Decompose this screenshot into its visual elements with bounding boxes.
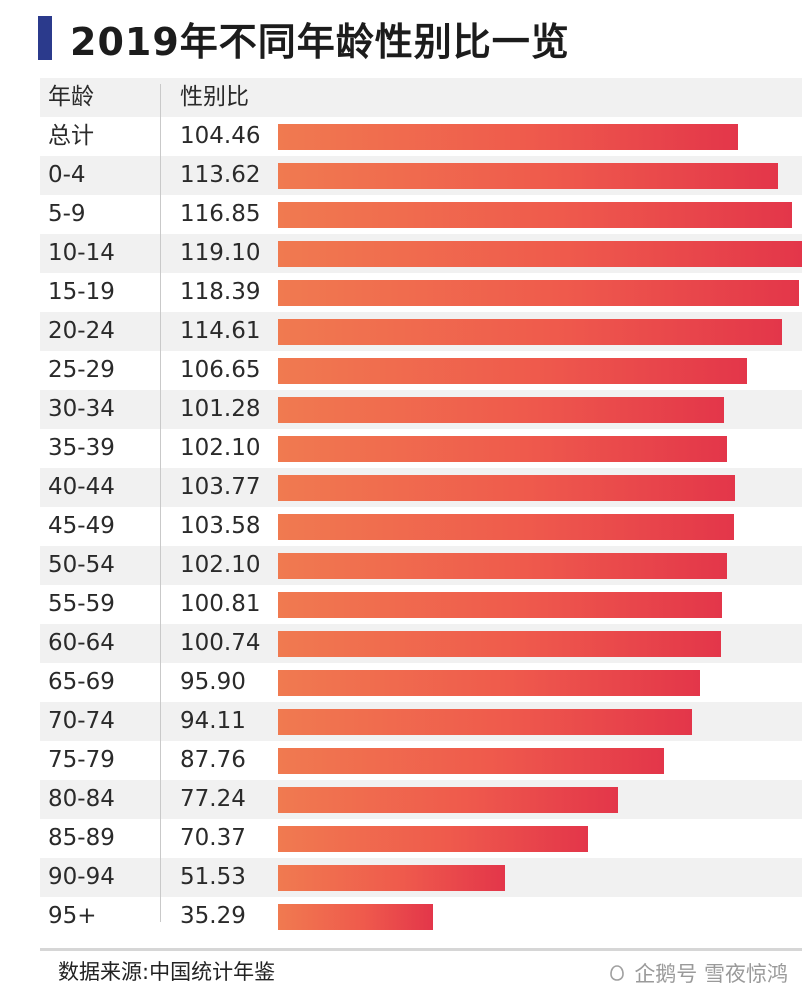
value-label: 104.46 [180,123,261,149]
age-label: 60-64 [48,630,115,656]
table-row: 40-44 103.77 [40,468,802,507]
bar [278,631,721,657]
age-label: 35-39 [48,435,115,461]
footer-divider [40,948,802,951]
age-label: 55-59 [48,591,115,617]
table-row: 35-39 102.10 [40,429,802,468]
age-label: 5-9 [48,201,86,227]
bar [278,592,722,618]
bar [278,241,802,267]
table-row: 15-19 118.39 [40,273,802,312]
value-label: 119.10 [180,240,261,266]
value-label: 70.37 [180,825,246,851]
value-label: 102.10 [180,435,261,461]
bar [278,709,692,735]
bar [278,280,799,306]
table-row: 30-34 101.28 [40,390,802,429]
ratio-column-header: 性别比 [180,84,249,110]
table-row: 45-49 103.58 [40,507,802,546]
bar [278,436,727,462]
table-row: 85-89 70.37 [40,819,802,858]
value-label: 94.11 [180,708,246,734]
age-label: 10-14 [48,240,115,266]
source-note: 数据来源:中国统计年鉴 [58,960,276,984]
bar [278,787,618,813]
table-row: 50-54 102.10 [40,546,802,585]
footer: 数据来源:中国统计年鉴 企鹅号 雪夜惊鸿 [0,948,802,1000]
table-row: 10-14 119.10 [40,234,802,273]
bar [278,358,747,384]
table-row: 75-79 87.76 [40,741,802,780]
age-label: 30-34 [48,396,115,422]
bar [278,904,433,930]
chart-title: 2019年不同年龄性别比一览 [70,19,570,64]
watermark: 企鹅号 雪夜惊鸿 [608,958,788,988]
bar [278,124,738,150]
bar [278,475,735,501]
column-divider [160,84,161,922]
value-label: 116.85 [180,201,261,227]
value-label: 87.76 [180,747,246,773]
age-label: 80-84 [48,786,115,812]
value-label: 35.29 [180,903,246,929]
value-label: 118.39 [180,279,261,305]
table-row: 70-74 94.11 [40,702,802,741]
header-row: 年龄 性别比 [40,78,802,117]
title-accent-bar [38,16,52,60]
value-label: 100.74 [180,630,261,656]
age-label: 40-44 [48,474,115,500]
table-row: 90-94 51.53 [40,858,802,897]
chart-area: 年龄 性别比 总计 104.46 0-4 113.62 5-9 116.85 10-14 11… [40,78,802,948]
value-label: 103.77 [180,474,261,500]
bar [278,553,727,579]
age-label: 95+ [48,903,97,929]
age-column-header: 年龄 [48,84,94,110]
bar [278,748,664,774]
table-row: 80-84 77.24 [40,780,802,819]
bar [278,319,782,345]
value-label: 100.81 [180,591,261,617]
value-label: 95.90 [180,669,246,695]
value-label: 101.28 [180,396,261,422]
bar [278,163,778,189]
age-label: 15-19 [48,279,115,305]
value-label: 113.62 [180,162,261,188]
table-row: 20-24 114.61 [40,312,802,351]
watermark-text: 企鹅号 雪夜惊鸿 [634,962,788,986]
penguin-icon [610,965,625,981]
age-label: 70-74 [48,708,115,734]
age-label: 65-69 [48,669,115,695]
age-label: 85-89 [48,825,115,851]
bar [278,202,792,228]
age-label: 0-4 [48,162,86,188]
bar [278,397,724,423]
table-row: 55-59 100.81 [40,585,802,624]
table-row: 65-69 95.90 [40,663,802,702]
value-label: 103.58 [180,513,261,539]
table-row: 95+ 35.29 [40,897,802,936]
table-row: 60-64 100.74 [40,624,802,663]
bar [278,514,734,540]
title-block: 2019年不同年龄性别比一览 [38,12,570,64]
table-row: 总计 104.46 [40,117,802,156]
value-label: 114.61 [180,318,261,344]
age-label: 总计 [48,123,94,149]
age-label: 50-54 [48,552,115,578]
age-label: 45-49 [48,513,115,539]
bar [278,826,588,852]
value-label: 106.65 [180,357,261,383]
value-label: 51.53 [180,864,246,890]
value-label: 102.10 [180,552,261,578]
table-row: 5-9 116.85 [40,195,802,234]
age-label: 25-29 [48,357,115,383]
table-row: 0-4 113.62 [40,156,802,195]
age-label: 90-94 [48,864,115,890]
table-row: 25-29 106.65 [40,351,802,390]
age-label: 20-24 [48,318,115,344]
age-label: 75-79 [48,747,115,773]
bar [278,670,700,696]
bar [278,865,505,891]
value-label: 77.24 [180,786,246,812]
